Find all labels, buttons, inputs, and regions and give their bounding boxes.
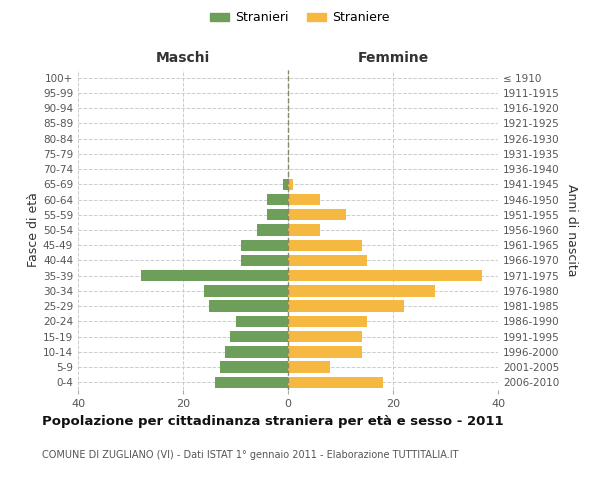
Bar: [288, 209, 346, 220]
Text: COMUNE DI ZUGLIANO (VI) - Dati ISTAT 1° gennaio 2011 - Elaborazione TUTTITALIA.I: COMUNE DI ZUGLIANO (VI) - Dati ISTAT 1° …: [42, 450, 458, 460]
Legend: Stranieri, Straniere: Stranieri, Straniere: [205, 6, 395, 29]
Text: Maschi: Maschi: [156, 51, 210, 65]
Bar: [283, 178, 288, 190]
Bar: [209, 300, 288, 312]
Bar: [225, 346, 288, 358]
Bar: [220, 362, 288, 373]
Bar: [204, 285, 288, 296]
Bar: [215, 376, 288, 388]
Y-axis label: Fasce di età: Fasce di età: [27, 192, 40, 268]
Bar: [288, 270, 482, 281]
Y-axis label: Anni di nascita: Anni di nascita: [565, 184, 578, 276]
Bar: [230, 331, 288, 342]
Bar: [288, 331, 361, 342]
Bar: [288, 362, 330, 373]
Bar: [288, 194, 320, 205]
Bar: [288, 240, 361, 251]
Bar: [288, 346, 361, 358]
Bar: [257, 224, 288, 235]
Bar: [235, 316, 288, 327]
Text: Femmine: Femmine: [358, 51, 428, 65]
Bar: [241, 240, 288, 251]
Bar: [288, 300, 404, 312]
Bar: [288, 255, 367, 266]
Bar: [288, 285, 435, 296]
Bar: [267, 209, 288, 220]
Bar: [288, 376, 383, 388]
Bar: [288, 224, 320, 235]
Bar: [267, 194, 288, 205]
Bar: [288, 316, 367, 327]
Bar: [241, 255, 288, 266]
Bar: [288, 178, 293, 190]
Text: Popolazione per cittadinanza straniera per età e sesso - 2011: Popolazione per cittadinanza straniera p…: [42, 415, 503, 428]
Bar: [141, 270, 288, 281]
